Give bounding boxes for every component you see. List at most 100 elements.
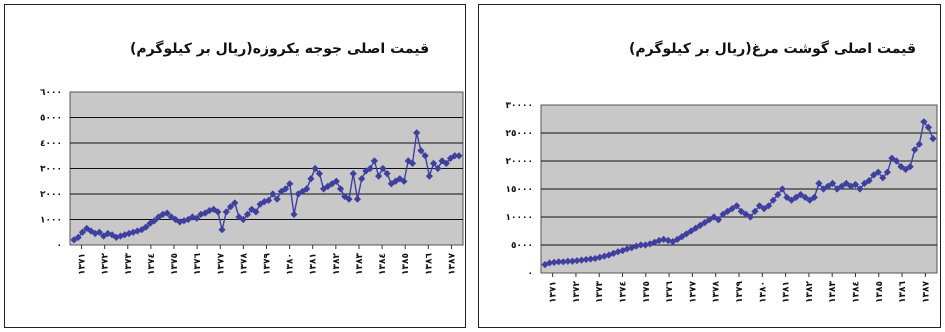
data-point (614, 248, 622, 256)
data-point (838, 182, 846, 190)
data-point (74, 233, 82, 241)
x-tick-label: ١٣٧٧ (216, 253, 226, 275)
x-tick-label: ١٣٧١ (78, 253, 88, 275)
x-tick-label: ١٣٧٧ (688, 281, 698, 303)
x-tick-label: ١٣٨٤ (378, 253, 388, 275)
data-point (870, 171, 878, 179)
data-point (797, 191, 805, 199)
x-tick-label: ١٣٧٩ (263, 253, 273, 275)
data-point (924, 123, 933, 131)
data-point (737, 207, 745, 215)
data-point (78, 228, 87, 236)
data-point (906, 163, 914, 171)
data-point (286, 180, 294, 188)
data-point (231, 199, 239, 207)
data-point (879, 174, 887, 182)
data-point (239, 215, 247, 224)
data-point (696, 221, 704, 229)
data-point (742, 210, 750, 218)
data-point (673, 235, 681, 243)
data-point (362, 167, 370, 175)
data-point (413, 129, 421, 137)
data-point (193, 214, 201, 222)
data-point (265, 196, 273, 204)
data-point (324, 182, 332, 190)
data-point (902, 165, 910, 173)
data-point (425, 172, 433, 180)
data-point (915, 140, 923, 148)
data-point (387, 180, 395, 188)
x-tick-label: ١٣٨١ (782, 281, 792, 303)
data-point (646, 240, 654, 248)
data-point (888, 154, 896, 162)
data-point (733, 202, 741, 210)
y-tick-label: ٣٠٠٠ (40, 165, 62, 175)
y-tick-label: ٢٠٠٠ (40, 190, 62, 200)
data-point (710, 213, 718, 221)
data-point (847, 182, 855, 190)
data-point (573, 257, 581, 265)
x-tick-label: ١٣٨٢ (332, 253, 342, 275)
y-tick-label: ٠ (57, 241, 63, 251)
x-tick-label: ١٣٧٤ (147, 253, 157, 275)
data-point (828, 179, 837, 187)
data-point (842, 179, 850, 187)
y-tick-label: ٤٠٠٠ (40, 139, 62, 149)
data-point (819, 185, 828, 193)
data-point (303, 185, 311, 193)
x-tick-label: ١٣٧٨ (239, 253, 249, 275)
x-tick-label: ١٣٨٠ (758, 281, 768, 303)
data-point (311, 164, 319, 173)
data-point (545, 259, 554, 267)
x-tick-label: ١٣٨٢ (805, 281, 815, 303)
y-tick-label: ٥٠٠٠ (40, 114, 62, 124)
data-point (587, 255, 595, 263)
data-point (332, 177, 340, 185)
x-tick-label: ١٣٧٣ (595, 281, 605, 303)
y-tick-label: ١٥٠٠٠ (506, 185, 533, 195)
y-tick-label: ٢٠٠٠٠ (506, 157, 533, 167)
data-point (370, 157, 378, 165)
x-tick-label: ١٣٧٣ (124, 253, 134, 275)
chart-svg: ٠ ١٠٠٠ ٢٠٠٠ ٣٠٠٠ ٤٠٠٠ ٥٠٠٠ ٦٠٠٠ ١٣٧١ ١٣٧٢ ١٣٧٣ ١٣٧… (40, 88, 464, 275)
data-point (273, 195, 281, 203)
data-point (320, 185, 328, 193)
y-tick-label: ١٠٠٠٠ (506, 213, 533, 223)
data-point (281, 185, 290, 193)
data-point (391, 177, 400, 185)
x-tick-label: ١٣٧٢ (101, 253, 111, 275)
x-tick-label: ١٣٧٩ (735, 281, 745, 303)
data-point (400, 177, 408, 185)
data-point (315, 170, 323, 178)
data-point (375, 172, 383, 180)
data-point (345, 195, 353, 203)
data-point (810, 193, 818, 201)
data-point (349, 170, 357, 178)
data-point (366, 164, 374, 173)
x-tick-label: ١٣٨٣ (355, 253, 365, 275)
data-point (705, 216, 713, 224)
data-point (290, 210, 298, 218)
data-point (142, 223, 150, 231)
data-point (874, 168, 882, 176)
data-point (746, 213, 755, 221)
data-point (564, 257, 572, 265)
data-point (408, 159, 417, 167)
x-tick-label: ١٣٨٦ (898, 281, 908, 303)
data-point (434, 164, 442, 173)
data-point (596, 253, 604, 261)
data-point (765, 202, 773, 210)
chart-panel-chick-price: قیمت اصلی جوجه یکروزه(ریال بر کیلوگرم) ٠… (4, 4, 466, 328)
data-point (455, 152, 463, 160)
data-point (701, 219, 709, 227)
data-point (778, 185, 786, 193)
data-point (883, 168, 891, 176)
x-tick-label: ١٣٨٤ (851, 281, 861, 303)
x-tick-label: ١٣٨٣ (828, 281, 838, 303)
data-point (417, 147, 425, 155)
chart-title: قیمت اصلی جوجه یکروزه(ریال بر کیلوگرم) (130, 41, 430, 57)
data-point (929, 135, 937, 143)
data-point (751, 207, 759, 215)
data-point (783, 193, 791, 201)
x-tick-label: ١٣٧٦ (665, 281, 675, 303)
